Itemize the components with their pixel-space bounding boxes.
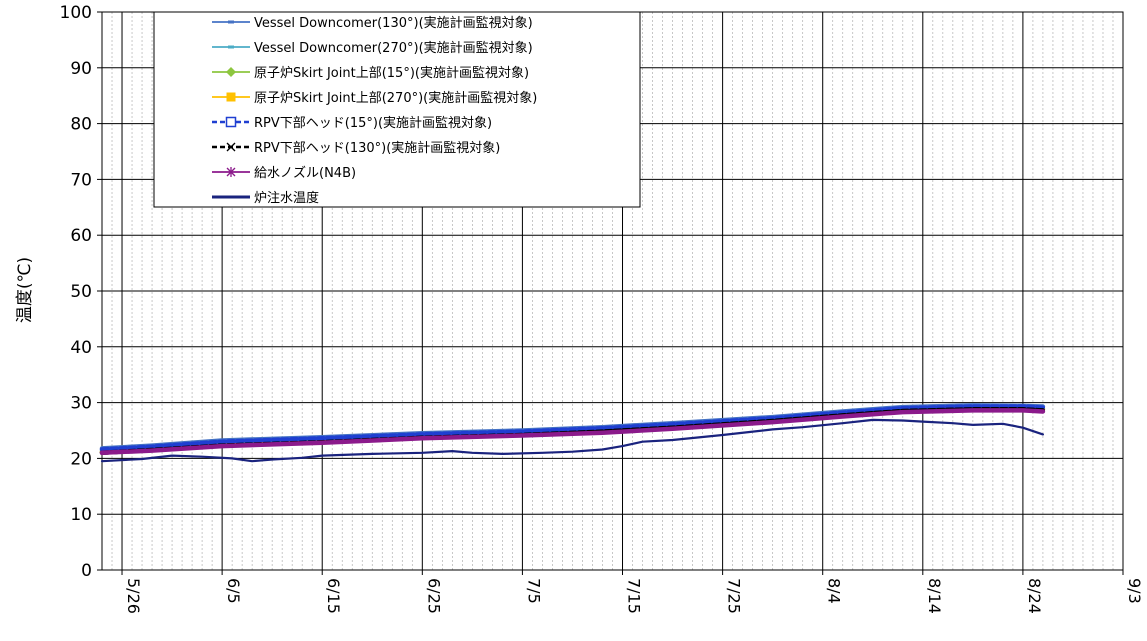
legend-entry-label: Vessel Downcomer(130°)(実施計画監視対象) (254, 15, 533, 31)
legend-marker-square (226, 92, 236, 102)
y-tick-label: 10 (70, 505, 92, 525)
legend-entry-label: Vessel Downcomer(270°)(実施計画監視対象) (254, 40, 533, 56)
x-tick-label: 5/26 (124, 578, 143, 614)
y-tick-label: 100 (60, 3, 92, 23)
x-tick-label: 6/25 (424, 578, 443, 614)
legend-entry-label: RPV下部ヘッド(15°)(実施計画監視対象) (254, 115, 492, 131)
legend-entry-label: 給水ノズル(N4B) (254, 165, 356, 181)
legend-entry-label: 原子炉Skirt Joint上部(15°)(実施計画監視対象) (254, 65, 529, 81)
x-tick-label: 6/5 (224, 578, 243, 604)
series-line-5 (99, 404, 1046, 452)
legend-marker-x (226, 142, 236, 152)
legend-marker-open-square (225, 116, 237, 128)
x-tick-label: 8/24 (1025, 578, 1044, 614)
series-line-7 (99, 408, 1046, 456)
legend-entry-label: RPV下部ヘッド(130°)(実施計画監視対象) (254, 140, 500, 156)
x-tick-label: 7/25 (725, 578, 744, 614)
legend-entry-label: 炉注水温度 (254, 190, 319, 206)
x-tick-label: 9/3 (1125, 578, 1144, 604)
legend: Vessel Downcomer(130°)(実施計画監視対象) Vessel D… (153, 11, 641, 208)
x-tick-label: 6/15 (324, 578, 343, 614)
legend-entry-label: 原子炉Skirt Joint上部(270°)(実施計画監視対象) (254, 90, 537, 106)
y-tick-label: 70 (70, 170, 92, 190)
y-axis: 0 10 20 30 40 50 60 70 80 90 100 (60, 3, 102, 581)
y-tick-label: 80 (70, 115, 92, 135)
y-tick-label: 20 (70, 449, 92, 469)
y-tick-label: 0 (81, 561, 92, 581)
y-tick-label: 60 (70, 226, 92, 246)
series-line-8 (100, 418, 1045, 463)
x-tick-label: 8/4 (825, 578, 844, 604)
legend-marker-diamond (226, 67, 236, 77)
y-tick-label: 30 (70, 394, 92, 414)
series-layer (99, 403, 1046, 463)
y-tick-label: 50 (70, 282, 92, 302)
legend-box (153, 11, 641, 208)
x-axis: 5/26 6/5 6/15 6/25 7/5 7/15 7/25 8/4 8/14 8/24 9/3 (121, 570, 1144, 614)
y-tick-label: 40 (70, 338, 92, 358)
x-tick-label: 8/14 (925, 578, 944, 614)
x-tick-label: 7/15 (625, 578, 644, 614)
y-axis-label: 温度(℃) (15, 257, 35, 323)
y-tick-label: 90 (70, 59, 92, 79)
x-tick-label: 7/5 (524, 578, 543, 604)
